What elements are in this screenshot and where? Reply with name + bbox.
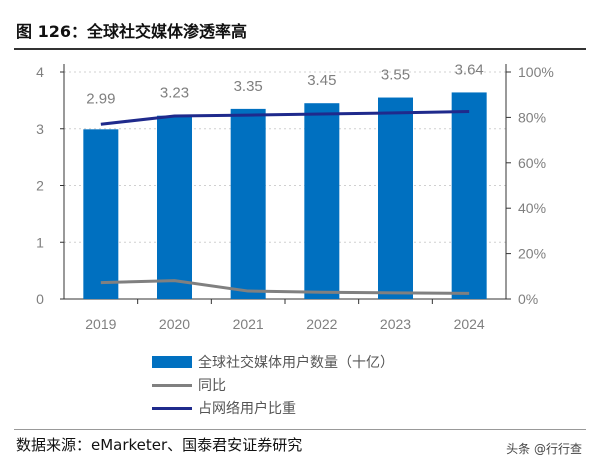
bar-2022 xyxy=(304,103,340,300)
legend-swatch-bar xyxy=(152,356,192,368)
bar-2023 xyxy=(378,97,413,299)
watermark: 头条 @行行查 xyxy=(506,442,582,456)
data-label: 3.45 xyxy=(307,72,336,89)
right-tick-label: 80% xyxy=(518,109,546,125)
right-tick-label: 40% xyxy=(518,200,546,216)
legend-label: 同比 xyxy=(198,378,226,394)
source-note: 数据来源：eMarketer、国泰君安证券研究 xyxy=(16,436,303,454)
left-tick-label: 4 xyxy=(36,64,44,80)
x-tick-label: 2020 xyxy=(159,316,190,332)
right-tick-label: 20% xyxy=(518,246,546,262)
data-label: 2.99 xyxy=(86,90,115,107)
legend-item-users: 全球社交媒体用户数量（十亿） xyxy=(152,352,394,372)
legend-label: 全球社交媒体用户数量（十亿） xyxy=(198,355,394,371)
penetration-line xyxy=(100,109,470,126)
x-tick-label: 2024 xyxy=(454,316,485,332)
x-tick-label: 2021 xyxy=(233,316,264,332)
right-tick-label: 100% xyxy=(518,64,554,80)
bar-2019 xyxy=(83,129,119,299)
bar-2021 xyxy=(230,108,266,299)
right-tick-label: 60% xyxy=(518,155,546,171)
figure-title: 图 126：全球社交媒体渗透率高 xyxy=(16,22,247,41)
legend-swatch-line xyxy=(152,406,192,410)
left-tick-label: 0 xyxy=(36,291,44,307)
left-tick-label: 2 xyxy=(36,178,44,194)
x-tick-label: 2022 xyxy=(306,316,337,332)
left-tick-label: 3 xyxy=(36,121,44,137)
legend-item-yoy: 同比 xyxy=(152,375,226,395)
left-tick-label: 1 xyxy=(36,234,44,250)
x-tick-label: 2023 xyxy=(380,316,411,332)
data-label: 3.64 xyxy=(455,61,484,78)
x-tick-label: 2019 xyxy=(85,316,116,332)
chart: 012340%20%40%60%80%100%2.9920193.2320203… xyxy=(36,61,554,332)
legend-swatch-line xyxy=(152,383,192,387)
right-tick-label: 0% xyxy=(518,291,538,307)
data-label: 3.23 xyxy=(160,85,189,102)
data-label: 3.55 xyxy=(381,67,410,84)
bar-2024 xyxy=(451,92,487,300)
legend-item-penetration: 占网络用户比重 xyxy=(152,398,296,418)
yoy-line xyxy=(100,279,470,295)
legend-label: 占网络用户比重 xyxy=(198,401,296,417)
title-divider xyxy=(14,48,586,50)
bar-2020 xyxy=(157,115,192,299)
source-divider xyxy=(14,429,586,430)
data-label: 3.35 xyxy=(234,78,263,95)
